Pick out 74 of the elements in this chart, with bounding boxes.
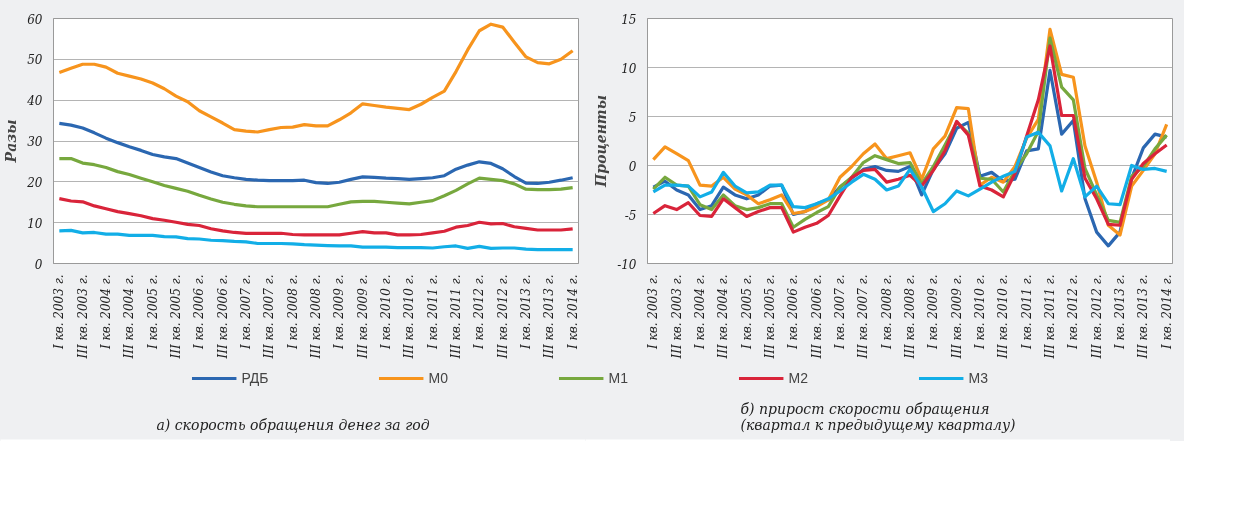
y-tick-label: 10 xyxy=(621,61,637,76)
x-tick-label: III кв. 2011 г. xyxy=(449,274,463,360)
x-tick-label: I кв. 2008 г. xyxy=(285,274,300,351)
y-tick-label: 5 xyxy=(628,110,637,125)
legend-label: РДБ xyxy=(241,370,269,386)
x-tick-label: I кв. 2009 г. xyxy=(926,274,941,351)
y-tick-label: 50 xyxy=(27,53,43,68)
x-tick-label: I кв. 2006 г. xyxy=(192,274,207,351)
legend-label: М3 xyxy=(968,370,989,386)
x-tick-label: III кв. 2009 г. xyxy=(949,274,964,360)
x-tick-label: III кв. 2004 г. xyxy=(716,274,731,360)
x-tick-label: I кв. 2010 г. xyxy=(973,274,987,351)
line-series xyxy=(57,121,575,186)
legend-label: М1 xyxy=(608,370,629,386)
x-tick-label: III кв. 2007 г. xyxy=(262,274,277,360)
x-tick-label: III кв. 2004 г. xyxy=(122,274,137,360)
x-tick-label: III кв. 2003 г. xyxy=(75,274,90,360)
x-tick-label: I кв. 2005 г. xyxy=(145,274,160,351)
x-tick-label: I кв. 2014 г. xyxy=(1159,274,1174,351)
x-tick-label: I кв. 2004 г. xyxy=(99,274,113,351)
x-tick-label: III кв. 2013 г. xyxy=(1136,274,1151,360)
y-tick-label: -5 xyxy=(624,208,637,223)
line-series xyxy=(651,130,1169,214)
x-tick-label: I кв. 2007 г. xyxy=(239,274,253,351)
y-axis-title: Проценты xyxy=(593,95,611,188)
x-tick-label: I кв. 2005 г. xyxy=(739,274,754,351)
x-tick-label: I кв. 2007 г. xyxy=(833,274,847,351)
x-tick-label: III кв. 2007 г. xyxy=(856,274,871,360)
x-tick-label: I кв. 2011 г. xyxy=(1019,274,1034,351)
x-tick-label: I кв. 2013 г. xyxy=(519,274,533,351)
x-tick-label: III кв. 2012 г. xyxy=(1089,274,1104,360)
x-tick-label: I кв. 2012 г. xyxy=(1066,274,1081,351)
y-tick-label: 0 xyxy=(34,257,43,272)
x-tick-label: III кв. 2003 г. xyxy=(669,274,684,360)
x-tick-label: I кв. 2009 г. xyxy=(332,274,347,351)
x-tick-label: I кв. 2010 г. xyxy=(379,274,393,351)
line-series xyxy=(57,196,575,237)
x-tick-label: I кв. 2003 г. xyxy=(646,274,661,351)
x-tick-label: I кв. 2003 г. xyxy=(52,274,67,351)
y-tick-label: 10 xyxy=(27,216,43,231)
x-tick-label: III кв. 2005 г. xyxy=(169,274,183,360)
x-tick-label: III кв. 2012 г. xyxy=(495,274,510,360)
x-tick-label: III кв. 2006 г. xyxy=(215,274,230,360)
x-tick-label: I кв. 2006 г. xyxy=(786,274,801,351)
legend-label: М2 xyxy=(788,370,809,386)
x-tick-label: III кв. 2009 г. xyxy=(355,274,370,360)
x-tick-label: III кв. 2006 г. xyxy=(809,274,824,360)
line-series xyxy=(57,22,575,134)
legend-label: М0 xyxy=(428,370,449,386)
y-tick-label: 30 xyxy=(27,135,43,149)
x-tick-label: I кв. 2013 г. xyxy=(1113,274,1127,351)
x-tick-label: I кв. 2011 г. xyxy=(425,274,440,351)
x-tick-label: III кв. 2010 г. xyxy=(996,274,1011,360)
x-tick-label: III кв. 2008 г. xyxy=(309,274,323,360)
x-tick-label: III кв. 2005 г. xyxy=(763,274,777,360)
y-tick-label: 0 xyxy=(628,159,637,174)
x-tick-label: I кв. 2012 г. xyxy=(472,274,487,351)
x-tick-label: I кв. 2008 г. xyxy=(879,274,894,351)
y-tick-label: 60 xyxy=(27,12,43,27)
x-tick-label: I кв. 2004 г. xyxy=(693,274,707,351)
line-series xyxy=(57,156,575,209)
y-axis-title: Разы xyxy=(3,119,20,164)
x-tick-label: I кв. 2014 г. xyxy=(565,274,580,351)
y-tick-label: 15 xyxy=(621,12,637,27)
line-series xyxy=(57,228,575,252)
x-tick-label: III кв. 2008 г. xyxy=(903,274,917,360)
x-tick-label: III кв. 2013 г. xyxy=(542,274,557,360)
text: а) скорость обращения денег за год xyxy=(156,416,430,433)
y-tick-label: 40 xyxy=(26,94,43,109)
x-tick-label: III кв. 2011 г. xyxy=(1043,274,1057,360)
y-tick-label: -10 xyxy=(617,257,637,272)
y-tick-label: 20 xyxy=(26,175,43,190)
text: б) прирост скорости обращения (квартал к предыдущему кварталу) xyxy=(740,400,1016,433)
x-tick-label: III кв. 2010 г. xyxy=(402,274,417,360)
